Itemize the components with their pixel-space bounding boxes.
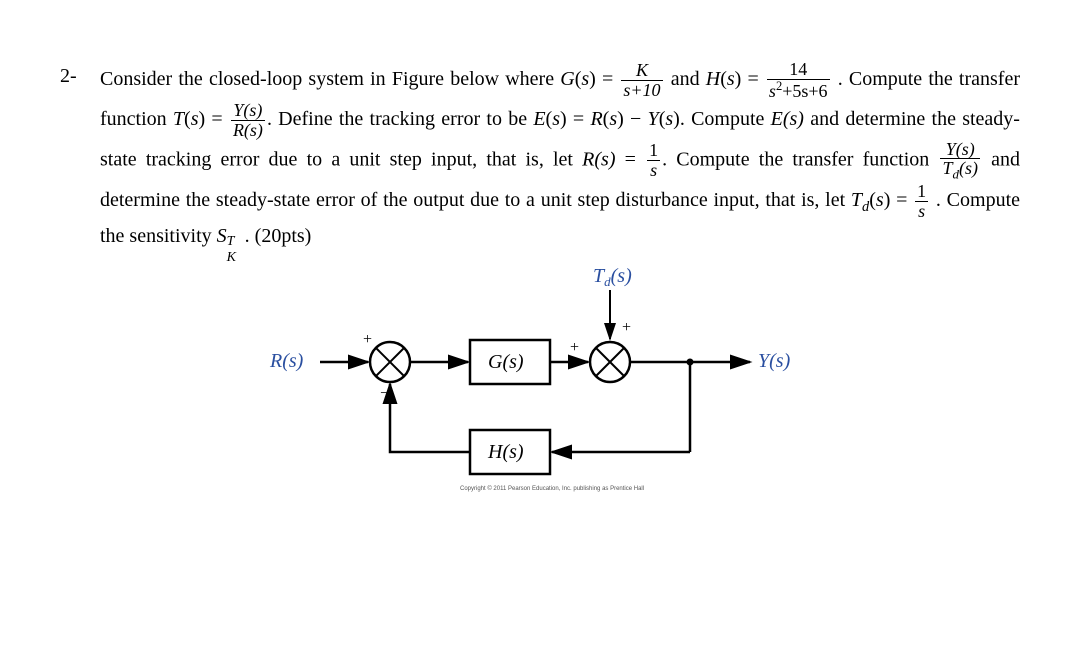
copyright-text: Copyright © 2011 Pearson Education, Inc.…: [460, 485, 644, 492]
label-G: G(s): [488, 351, 524, 373]
points: (20pts): [255, 225, 312, 247]
label-R: R(s): [269, 350, 304, 372]
plus-g: +: [570, 339, 579, 356]
frac-Rstep: 1 s: [645, 141, 662, 180]
plus-r: +: [363, 331, 372, 348]
minus-fb: −: [380, 385, 389, 402]
frac-Tdstep: 1 s: [913, 182, 930, 221]
frac-H: 14 s2+5s+6: [765, 60, 832, 101]
problem-number: 2-: [60, 60, 100, 252]
label-Y: Y(s): [758, 350, 791, 372]
frac-T: Y(s) R(s): [229, 101, 267, 140]
problem-body: Consider the closed-loop system in Figur…: [100, 60, 1020, 252]
plus-td: +: [622, 319, 631, 336]
frac-G: K s+10: [619, 61, 664, 100]
text-segment: Consider the closed-loop system in Figur…: [100, 68, 560, 90]
label-H: H(s): [487, 441, 524, 463]
block-diagram: Td(s) + R(s) + − G(s) +: [260, 262, 820, 512]
frac-YTd: Y(s) Td(s): [938, 140, 982, 182]
label-Td: Td(s): [593, 265, 632, 289]
